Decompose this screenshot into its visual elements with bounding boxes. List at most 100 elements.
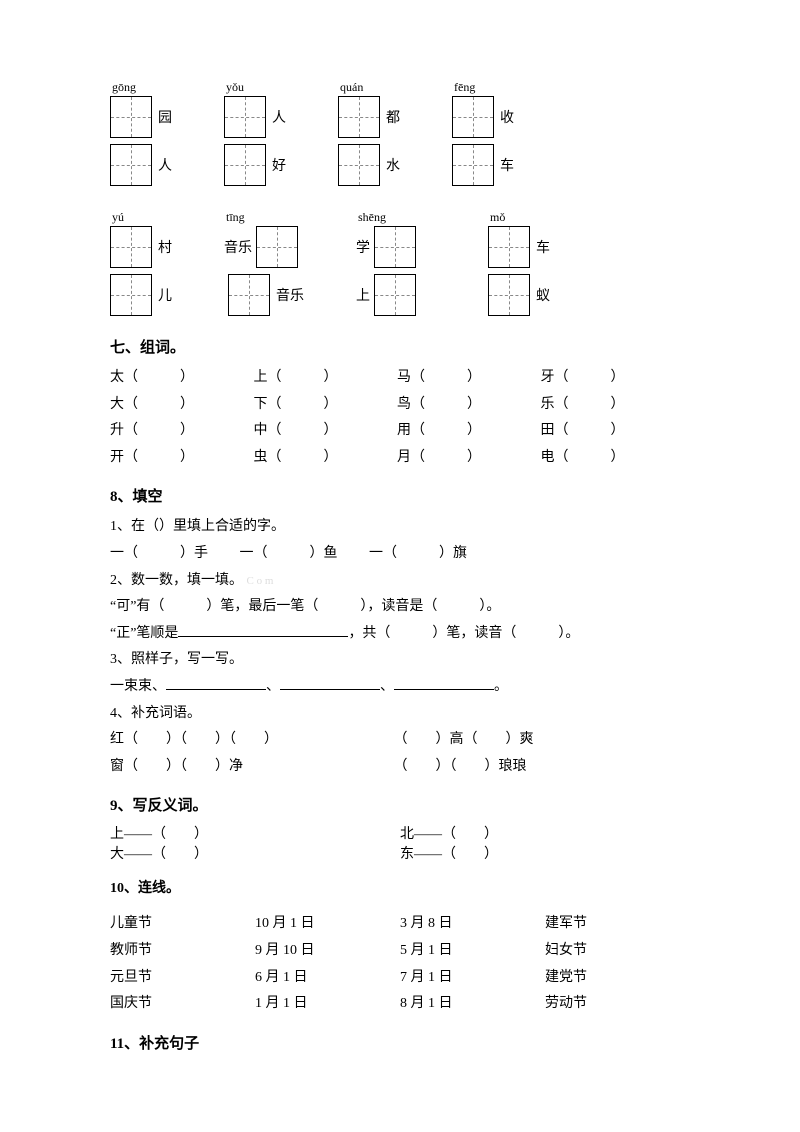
char-label: 园 <box>158 107 172 127</box>
underline-blank <box>394 675 494 690</box>
char-box <box>224 144 266 186</box>
match-cell: 8 月 1 日 <box>400 991 545 1018</box>
char-label: 人 <box>272 107 286 127</box>
match-row: 元旦节 6 月 1 日 7 月 1 日 建党节 <box>110 965 690 992</box>
match-row: 儿童节 10 月 1 日 3 月 8 日 建军节 <box>110 911 690 938</box>
match-cell: 国庆节 <box>110 991 255 1018</box>
pinyin-label: mǒ <box>488 210 570 224</box>
fill-line: 一（ ）手 一（ ）鱼 一（ ）旗 <box>110 541 690 568</box>
fill-line: 4、补充词语。 <box>110 701 690 728</box>
box-line: 蚁 <box>488 274 570 316</box>
word-item: 开（ ） <box>110 445 250 472</box>
char-box-row-2: yú 村 儿 tīng 音乐 音乐 shēng 学 上 mǒ 车 蚁 <box>110 210 690 322</box>
underline-blank <box>280 675 380 690</box>
box-line: 水 <box>338 144 420 186</box>
blank-item: 一（ ）手 <box>110 546 208 561</box>
fill-line: 窗（ ）（ ）净 （ ）（ ）琅琅 <box>110 754 690 781</box>
char-box <box>452 144 494 186</box>
fill-line: “可”有（ ）笔，最后一笔（ ），读音是（ ）。 <box>110 594 690 621</box>
word-item: 马（ ） <box>397 365 537 392</box>
word-item: 虫（ ） <box>254 445 394 472</box>
word-item: 田（ ） <box>541 418 681 445</box>
blank-item: 红（ ）（ ）（ ） <box>110 727 390 754</box>
box-line: 村 <box>110 226 192 268</box>
underline-blank <box>178 622 348 637</box>
text: 一束束、 <box>110 679 166 694</box>
fill-line: 3、照样子，写一写。 <box>110 647 690 674</box>
text: “正”笔顺是 <box>110 626 178 641</box>
underline-blank <box>166 675 266 690</box>
box-line: 收 <box>452 96 534 138</box>
match-cell: 建军节 <box>545 911 690 938</box>
box-line: 好 <box>224 144 306 186</box>
match-cell: 6 月 1 日 <box>255 965 400 992</box>
box-line: 上 <box>356 274 416 316</box>
char-label: 音乐 <box>276 285 304 305</box>
char-box <box>374 274 416 316</box>
char-label: 村 <box>158 237 172 257</box>
blank-item: 一（ ）旗 <box>369 546 467 561</box>
char-box <box>452 96 494 138</box>
box-group: quán 都 水 <box>338 80 420 192</box>
section-9-title: 9、写反义词。 <box>110 794 690 815</box>
char-box <box>110 96 152 138</box>
char-box <box>110 226 152 268</box>
word-item: 鸟（ ） <box>397 392 537 419</box>
box-line: 车 <box>452 144 534 186</box>
section-10-title: 10、连线。 <box>110 877 690 897</box>
section-11-title: 11、补充句子 <box>110 1032 690 1053</box>
pinyin-label: tīng <box>224 210 324 224</box>
box-line: 儿 <box>110 274 192 316</box>
char-label: 学 <box>356 237 370 257</box>
word-row: 开（ ） 虫（ ） 月（ ） 电（ ） <box>110 445 690 472</box>
word-item: 中（ ） <box>254 418 394 445</box>
word-item: 牙（ ） <box>541 365 681 392</box>
match-cell: 10 月 1 日 <box>255 911 400 938</box>
box-line: 人 <box>110 144 192 186</box>
char-box <box>228 274 270 316</box>
char-box <box>110 144 152 186</box>
fill-line: 一束束、、、。 <box>110 674 690 701</box>
pinyin-label: gōng <box>110 80 192 94</box>
word-row: 升（ ） 中（ ） 用（ ） 田（ ） <box>110 418 690 445</box>
antonym-item: 北——（ ） <box>400 823 690 843</box>
match-row: 国庆节 1 月 1 日 8 月 1 日 劳动节 <box>110 991 690 1018</box>
section-7-title: 七、组词。 <box>110 336 690 357</box>
section-7-grid: 太（ ） 上（ ） 马（ ） 牙（ ） 大（ ） 下（ ） 鸟（ ） 乐（ ） … <box>110 365 690 471</box>
char-label: 蚁 <box>536 285 550 305</box>
char-label: 收 <box>500 107 514 127</box>
char-box <box>374 226 416 268</box>
pinyin-label: fēng <box>452 80 534 94</box>
char-label: 车 <box>500 155 514 175</box>
watermark: C o m <box>247 575 274 587</box>
box-line: 都 <box>338 96 420 138</box>
match-cell: 9 月 10 日 <box>255 938 400 965</box>
antonym-item: 东——（ ） <box>400 843 690 863</box>
char-label: 人 <box>158 155 172 175</box>
match-cell: 妇女节 <box>545 938 690 965</box>
char-box-row-1: gōng 园 人 yǒu 人 好 quán 都 水 fēng 收 车 <box>110 80 690 192</box>
box-line: 学 <box>356 226 416 268</box>
box-group: shēng 学 上 <box>356 210 416 322</box>
pinyin-label: shēng <box>356 210 416 224</box>
match-row: 教师节 9 月 10 日 5 月 1 日 妇女节 <box>110 938 690 965</box>
match-cell: 建党节 <box>545 965 690 992</box>
char-label: 车 <box>536 237 550 257</box>
match-cell: 劳动节 <box>545 991 690 1018</box>
fill-line: “正”笔顺是，共（ ）笔，读音（ ）。 <box>110 621 690 648</box>
match-cell: 儿童节 <box>110 911 255 938</box>
box-group: fēng 收 车 <box>452 80 534 192</box>
word-item: 大（ ） <box>110 392 250 419</box>
word-item: 上（ ） <box>254 365 394 392</box>
blank-item: 窗（ ）（ ）净 <box>110 754 390 781</box>
fill-line: 1、在（）里填上合适的字。 <box>110 514 690 541</box>
word-row: 太（ ） 上（ ） 马（ ） 牙（ ） <box>110 365 690 392</box>
antonym-item: 上——（ ） <box>110 823 400 843</box>
char-box <box>488 226 530 268</box>
worksheet-page: gōng 园 人 yǒu 人 好 quán 都 水 fēng 收 车 yú 村 … <box>0 0 800 1101</box>
char-box <box>338 144 380 186</box>
box-line: 音乐 <box>224 226 324 268</box>
char-label: 儿 <box>158 285 172 305</box>
word-item: 乐（ ） <box>541 392 681 419</box>
word-item: 升（ ） <box>110 418 250 445</box>
